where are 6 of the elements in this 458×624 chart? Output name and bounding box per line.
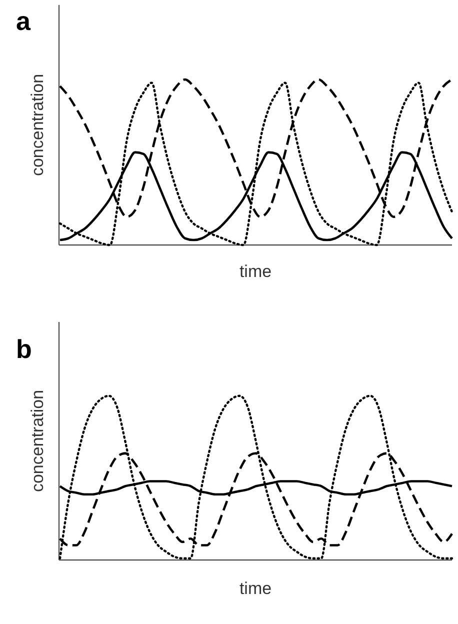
x-axis-title: time <box>239 579 272 598</box>
y-axis-title: concentration <box>28 74 47 176</box>
x-axis-title: time <box>239 262 272 281</box>
chart-title: b <box>16 334 32 364</box>
chart-title: a <box>16 6 31 36</box>
y-axis-title: concentration <box>28 390 47 492</box>
